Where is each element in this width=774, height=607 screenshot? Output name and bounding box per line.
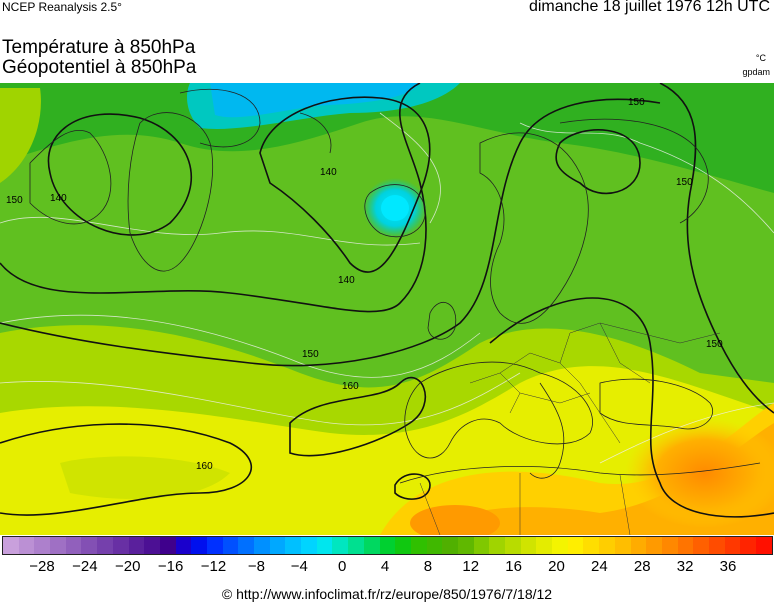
colorbar-swatch: [144, 537, 160, 554]
colorbar-swatch: [191, 537, 207, 554]
colorbar-swatch: [599, 537, 615, 554]
colorbar-swatch: [442, 537, 458, 554]
colorbar-tick-label: 36: [719, 558, 737, 575]
colorbar-swatch: [646, 537, 662, 554]
colorbar-swatch: [708, 537, 725, 554]
colorbar-tick-label: −20: [115, 558, 141, 575]
colorbar-tick-label: 28: [633, 558, 651, 575]
contour-label: 160: [196, 461, 213, 472]
colorbar-swatch: [18, 537, 35, 554]
contour-label: 150: [628, 97, 645, 108]
colorbar-tick-label: 12: [462, 558, 480, 575]
contour-labels: 140 140 140 150 150 150 150 150 160 160: [6, 97, 723, 472]
colorbar-swatch: [159, 537, 176, 554]
colorbar-swatch: [348, 537, 364, 554]
contour-label: 150: [706, 339, 723, 350]
colorbar-swatch: [614, 537, 631, 554]
weather-map: 140 140 140 150 150 150 150 150 160 160: [0, 83, 774, 535]
colorbar-swatch: [301, 537, 317, 554]
temperature-isotherms: [0, 112, 774, 464]
colorbar-swatch: [81, 537, 98, 554]
contour-label: 150: [302, 349, 319, 360]
footer-credit: © http://www.infoclimat.fr/rz/europe/850…: [221, 586, 553, 602]
unit-temperature: °C: [755, 53, 766, 63]
colorbar-swatch: [473, 537, 490, 554]
colorbar-swatch: [693, 537, 709, 554]
colorbar-swatch: [285, 537, 302, 554]
colorbar-swatch: [567, 537, 584, 554]
colorbar-swatch: [724, 537, 741, 554]
contour-label: 140: [320, 167, 337, 178]
contour-label: 140: [338, 275, 355, 286]
colorbar-swatch: [112, 537, 129, 554]
datetime-label: dimanche 18 juillet 1976 12h UTC: [528, 0, 770, 15]
country-borders: [419, 322, 721, 535]
colorbar-tick-label: 20: [548, 558, 565, 575]
source-label: NCEP Reanalysis 2.5°: [2, 0, 122, 14]
colorbar-tick-label: −16: [157, 558, 184, 575]
title-temperature: Température à 850hPa: [2, 37, 196, 58]
colorbar-swatch: [536, 537, 553, 554]
colorbar-tick-label: −24: [72, 558, 98, 575]
colorbar-swatch: [630, 537, 647, 554]
coastlines: [29, 88, 761, 484]
colorbar-swatch: [222, 537, 239, 554]
colorbar-tick-label: 32: [676, 558, 694, 575]
colorbar-swatch: [756, 537, 772, 554]
colorbar-tick-label: −12: [200, 558, 227, 575]
colorbar-swatch: [50, 537, 66, 554]
colorbar-tick-label: −8: [247, 558, 265, 575]
colorbar-tick-label: 0: [337, 558, 347, 575]
colorbar-tick-label: 8: [423, 558, 433, 575]
colorbar-swatch: [128, 537, 145, 554]
colorbar-swatch: [316, 537, 333, 554]
colorbar-tick-label: 16: [505, 558, 522, 575]
contour-label: 150: [676, 177, 693, 188]
colorbar-swatch: [269, 537, 286, 554]
colorbar-swatch: [175, 537, 192, 554]
colorbar-swatch: [254, 537, 270, 554]
colorbar-swatch: [457, 537, 474, 554]
colorbar-tick-label: −4: [290, 558, 308, 575]
colorbar-swatch: [34, 537, 51, 554]
colorbar-swatch: [379, 537, 396, 554]
colorbar-swatch: [332, 537, 349, 554]
colorbar-swatch: [505, 537, 521, 554]
colorbar-swatch: [520, 537, 537, 554]
colorbar-swatch: [661, 537, 678, 554]
contour-label: 150: [6, 195, 23, 206]
colorbar-ticks: −28 −24 −20 −16 −12 −8 −4 0 4 8 12 16 20 24 28 32 36: [0, 558, 774, 578]
title-geopotential: Géopotentiel à 850hPa: [2, 57, 197, 78]
colorbar-swatch: [740, 537, 756, 554]
colorbar-swatch: [206, 537, 223, 554]
colorbar-swatch: [410, 537, 427, 554]
colorbar: [2, 536, 773, 555]
colorbar-swatch: [677, 537, 694, 554]
colorbar-swatch: [583, 537, 600, 554]
colorbar-swatch: [363, 537, 380, 554]
colorbar-swatch: [395, 537, 411, 554]
colorbar-swatch: [552, 537, 568, 554]
colorbar-swatch: [65, 537, 82, 554]
colorbar-tick-label: −28: [29, 558, 55, 575]
contour-label: 160: [342, 381, 359, 392]
colorbar-swatch: [426, 537, 443, 554]
colorbar-tick-label: 24: [591, 558, 608, 575]
colorbar-swatch: [97, 537, 113, 554]
colorbar-swatch: [238, 537, 254, 554]
colorbar-swatch: [489, 537, 505, 554]
colorbar-swatch: [3, 537, 19, 554]
colorbar-tick-label: 4: [380, 558, 390, 575]
unit-geopotential: gpdam: [742, 67, 770, 77]
contour-label: 140: [50, 193, 67, 204]
